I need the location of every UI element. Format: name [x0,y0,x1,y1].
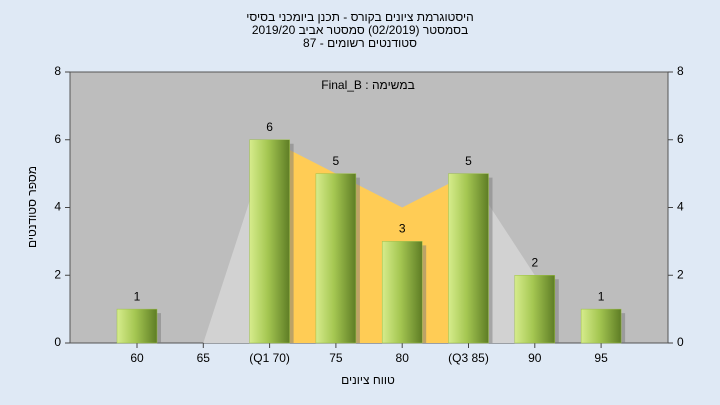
value-label: 1 [598,289,605,303]
bar [580,308,622,344]
bar [116,308,158,344]
value-label: 3 [399,222,406,236]
y2-tick-label: 8 [677,64,684,78]
x-axis-label: טווח ציונים [341,373,395,387]
y2-tick-label: 4 [677,200,684,214]
x-tick-label: 95 [594,351,608,365]
y-tick-label: 2 [54,267,61,281]
bar [249,139,290,344]
value-label: 2 [531,255,538,269]
value-label: 1 [134,289,141,303]
bar [514,275,556,344]
bar [315,173,357,344]
y2-tick-label: 6 [677,132,684,146]
y-axis-label: מספר סטודנטים [25,166,39,248]
y2-tick-label: 2 [677,267,684,281]
x-tick-label: (Q1 70) [249,351,290,365]
x-tick-label: 75 [329,351,343,365]
title-line: בסמסטר (02/2019) סמסטר אביב 2019/20 [252,23,468,37]
x-tick-label: 60 [130,351,144,365]
y2-tick-label: 0 [677,335,684,349]
x-tick-label: (Q3 85) [448,351,489,365]
bar [381,241,423,344]
x-tick-label: 90 [528,351,542,365]
x-tick-label: 65 [197,351,211,365]
title-line: היסטוגרמת ציונים בקורס - תכנן ביומכני בס… [246,10,474,24]
value-label: 6 [266,120,273,134]
y-tick-label: 6 [54,132,61,146]
y-tick-label: 8 [54,64,61,78]
y-tick-label: 4 [54,200,61,214]
bar [448,173,489,344]
value-label: 5 [465,154,472,168]
y-tick-label: 0 [54,335,61,349]
x-tick-label: 80 [396,351,410,365]
title-line: סטודנטים רשומים - 87 [303,36,417,50]
annotation: Final_B : במשימה [321,78,415,92]
value-label: 5 [333,154,340,168]
